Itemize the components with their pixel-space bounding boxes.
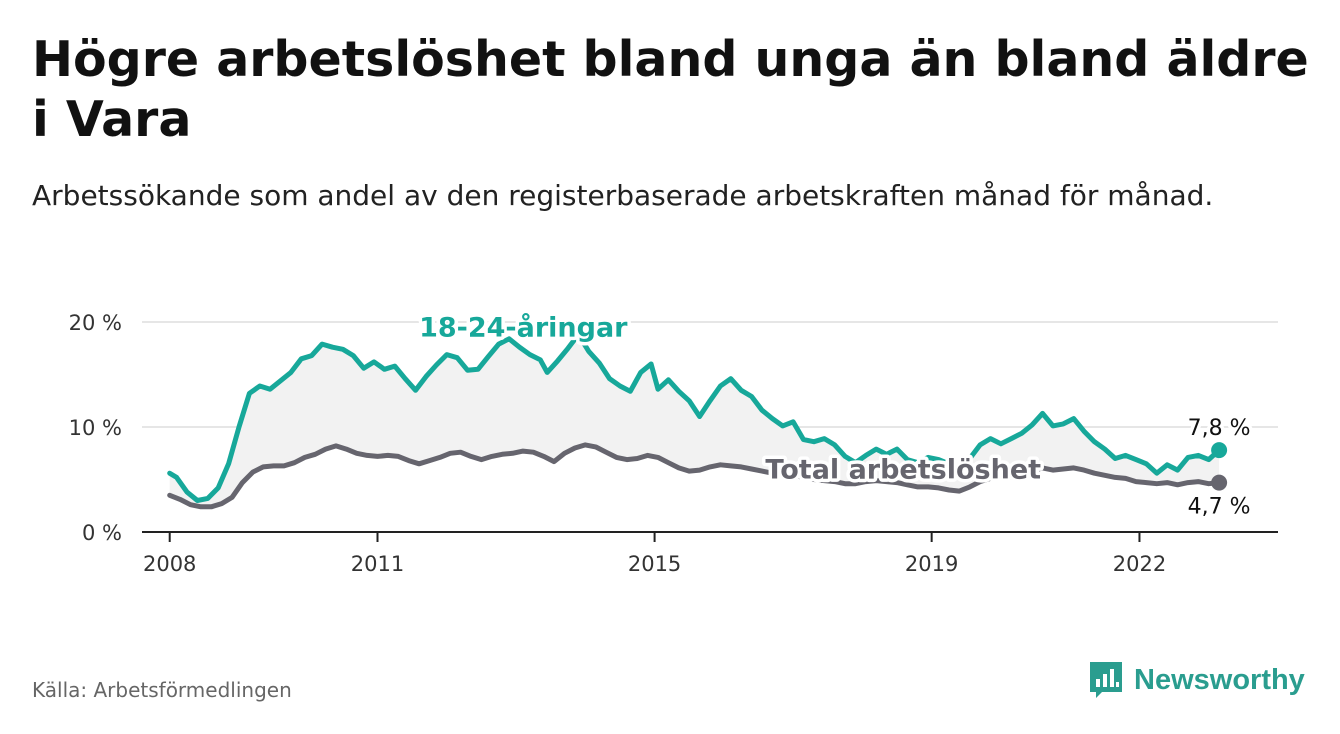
y-tick-label: 10 % [69, 416, 122, 440]
end-value-total: 4,7 % [1188, 495, 1251, 520]
y-tick-label: 20 % [69, 311, 122, 335]
series-label-youth: 18-24-åringar [419, 312, 628, 344]
x-tick-label: 2015 [628, 552, 681, 576]
x-tick-label: 2019 [905, 552, 958, 576]
x-tick-label: 2011 [351, 552, 404, 576]
y-tick-label: 0 % [82, 521, 122, 545]
x-tick-label: 2022 [1113, 552, 1166, 576]
label-layer: 18-24-åringar Total arbetslöshet 7,8 % 4,7 … [416, 308, 1254, 523]
newsworthy-logo-icon [1090, 662, 1122, 698]
end-value-youth: 7,8 % [1188, 416, 1251, 441]
x-tick-label: 2008 [143, 552, 196, 576]
lines-layer [167, 332, 1222, 510]
brand-logo[interactable]: Newsworthy [1088, 660, 1305, 700]
axis-layer: 0 % 10 % 20 % 2008 2011 2015 2019 2022 [69, 311, 1278, 576]
chart-subtitle: Arbetssökande som andel av den registerb… [32, 179, 1214, 212]
end-marker-youth [1211, 442, 1228, 459]
series-line-youth [167, 332, 1222, 503]
series-line-total [167, 442, 1222, 510]
gap-area [169, 334, 1220, 507]
end-marker-total [1211, 474, 1228, 491]
brand-name: Newsworthy [1134, 663, 1305, 696]
page-title: Högre arbetslöshet bland unga än bland ä… [32, 31, 1309, 148]
series-label-total: Total arbetslöshet [765, 454, 1041, 485]
source-note: Källa: Arbetsförmedlingen [32, 678, 292, 702]
